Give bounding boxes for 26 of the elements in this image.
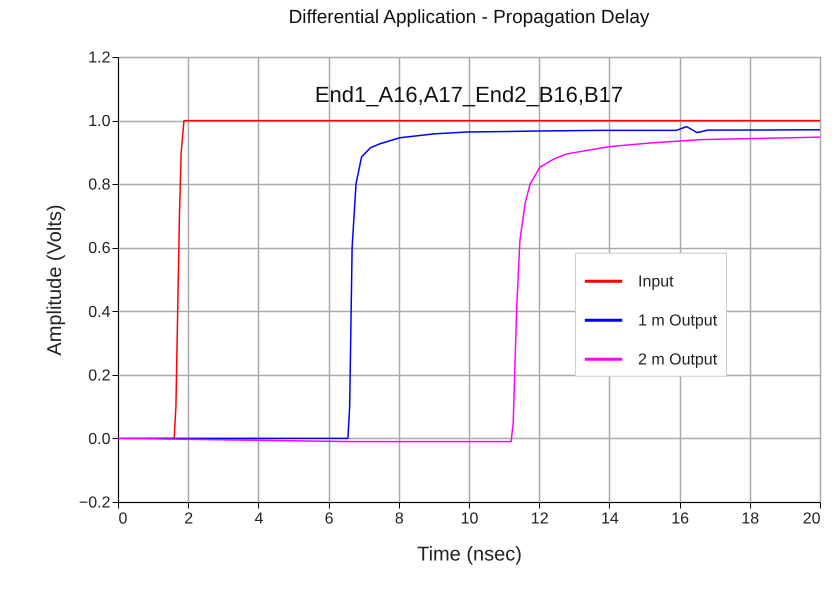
chart-title: Differential Application - Propagation Delay: [288, 7, 650, 28]
y-tick-label: 1.0: [88, 113, 111, 130]
x-tick-label: 12: [530, 510, 549, 528]
x-tick-label: 18: [741, 510, 760, 528]
y-tick-label: −0.2: [78, 494, 111, 512]
x-tick-label: 14: [601, 510, 619, 528]
x-tick-label: 4: [254, 510, 264, 528]
y-axis-title: Amplitude (Volts): [44, 204, 66, 356]
x-tick-label: 16: [671, 510, 690, 528]
x-axis-title: Time (nsec): [417, 544, 522, 566]
y-tick-label: 0.6: [88, 240, 111, 258]
y-tick-label: 0.0: [88, 430, 111, 448]
legend-label: 1 m Output: [638, 312, 718, 330]
x-tick-label: 0: [118, 510, 128, 528]
y-tick-label: 0.2: [88, 367, 111, 384]
y-tick-label: 0.4: [88, 304, 111, 321]
x-tick-label: 6: [324, 510, 334, 528]
x-tick-label: 10: [460, 510, 478, 528]
x-tick-label: 2: [184, 510, 194, 528]
legend-label: Input: [638, 273, 674, 290]
y-tick-label: 1.2: [88, 50, 111, 66]
annotation: End1_A16,A17_End2_B16,B17: [314, 82, 624, 107]
legend-label: 2 m Output: [638, 351, 718, 368]
y-tick-label: 0.8: [88, 176, 111, 194]
x-tick-label: 8: [394, 510, 404, 528]
x-tick-label: 20: [802, 510, 821, 528]
